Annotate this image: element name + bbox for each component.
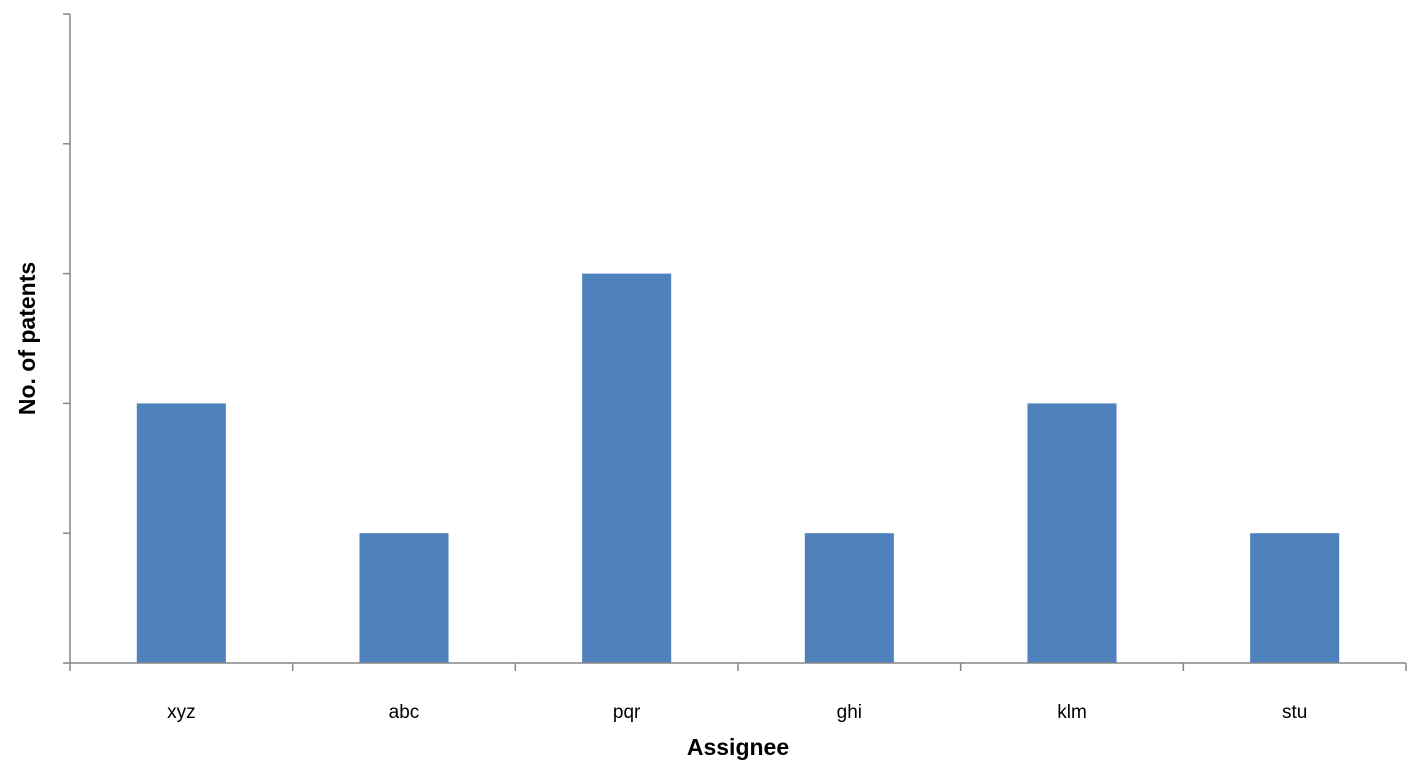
bar-xyz: [136, 403, 226, 663]
bar-klm: [1027, 403, 1117, 663]
category-label-pqr: pqr: [613, 702, 641, 723]
y-axis-title: No. of patents: [14, 262, 40, 415]
bar-abc: [359, 533, 449, 663]
bar-pqr: [582, 273, 672, 663]
category-labels: xyz abc pqr ghi klm stu: [167, 702, 1307, 723]
category-label-ghi: ghi: [837, 702, 862, 723]
y-axis-ticks: [63, 13, 70, 664]
category-label-stu: stu: [1282, 702, 1307, 723]
bar-series: [136, 273, 1340, 663]
bar-ghi: [804, 533, 894, 663]
bar-stu: [1250, 533, 1340, 663]
x-axis-ticks: [69, 663, 1407, 671]
category-label-xyz: xyz: [167, 702, 196, 723]
category-label-abc: abc: [389, 702, 420, 723]
category-label-klm: klm: [1057, 702, 1087, 723]
x-axis-title: Assignee: [687, 734, 789, 760]
